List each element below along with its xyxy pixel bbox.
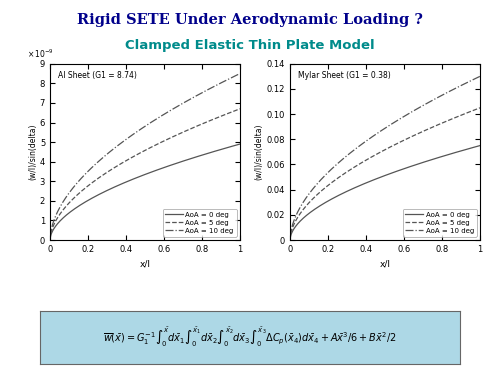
AoA = 0 deg <box>219 147 225 152</box>
AoA = 5 deg <box>47 238 53 242</box>
AoA = 10 deg <box>237 71 243 76</box>
Text: $\times\,10^{-9}$: $\times\,10^{-9}$ <box>27 48 54 60</box>
Line: AoA = 10 deg: AoA = 10 deg <box>50 74 240 240</box>
AoA = 10 deg <box>164 111 170 115</box>
AoA = 0 deg <box>288 234 294 238</box>
Y-axis label: (w/l)/sin(delta): (w/l)/sin(delta) <box>28 124 37 180</box>
X-axis label: x/l: x/l <box>380 260 390 268</box>
AoA = 5 deg <box>447 117 453 122</box>
AoA = 0 deg <box>447 152 453 156</box>
Line: AoA = 10 deg: AoA = 10 deg <box>290 76 480 240</box>
AoA = 5 deg <box>160 140 166 144</box>
AoA = 5 deg <box>400 138 406 143</box>
AoA = 10 deg <box>447 89 453 93</box>
AoA = 5 deg <box>404 137 409 141</box>
AoA = 0 deg <box>404 166 409 170</box>
AoA = 0 deg <box>400 167 406 171</box>
AoA = 0 deg <box>164 165 170 169</box>
X-axis label: x/l: x/l <box>140 260 150 268</box>
AoA = 0 deg <box>207 150 213 155</box>
AoA = 5 deg <box>219 114 225 118</box>
AoA = 0 deg <box>48 234 54 238</box>
AoA = 10 deg <box>48 231 54 235</box>
AoA = 5 deg <box>400 139 406 143</box>
AoA = 10 deg <box>477 74 483 79</box>
Text: Rigid SETE Under Aerodynamic Loading ?: Rigid SETE Under Aerodynamic Loading ? <box>77 13 423 27</box>
AoA = 10 deg <box>160 113 166 117</box>
AoA = 0 deg <box>160 166 166 170</box>
AoA = 5 deg <box>164 138 170 142</box>
AoA = 5 deg <box>287 238 293 242</box>
Text: Al Sheet (G1 = 8.74): Al Sheet (G1 = 8.74) <box>58 71 136 80</box>
AoA = 0 deg <box>237 142 243 146</box>
AoA = 10 deg <box>160 112 166 117</box>
AoA = 5 deg <box>160 139 166 144</box>
Legend: AoA = 0 deg, AoA = 5 deg, AoA = 10 deg: AoA = 0 deg, AoA = 5 deg, AoA = 10 deg <box>162 209 236 237</box>
AoA = 0 deg <box>459 148 465 153</box>
AoA = 5 deg <box>207 118 213 123</box>
AoA = 0 deg <box>400 167 406 171</box>
Line: AoA = 0 deg: AoA = 0 deg <box>290 146 480 240</box>
Line: AoA = 0 deg: AoA = 0 deg <box>50 144 240 240</box>
AoA = 10 deg <box>459 83 465 87</box>
Legend: AoA = 0 deg, AoA = 5 deg, AoA = 10 deg: AoA = 0 deg, AoA = 5 deg, AoA = 10 deg <box>402 209 476 237</box>
AoA = 5 deg <box>237 106 243 111</box>
AoA = 0 deg <box>477 143 483 148</box>
AoA = 0 deg <box>160 166 166 170</box>
Text: Clamped Elastic Thin Plate Model: Clamped Elastic Thin Plate Model <box>125 39 375 53</box>
AoA = 10 deg <box>400 115 406 120</box>
AoA = 10 deg <box>287 238 293 242</box>
Y-axis label: (w/l)/sin(delta): (w/l)/sin(delta) <box>255 124 264 180</box>
AoA = 0 deg <box>287 238 293 242</box>
Text: $\overline{w}(\bar{x}) = G_1^{-1}\int_0^{\bar{x}}d\bar{x}_1\int_0^{\bar{x}_1}d\b: $\overline{w}(\bar{x}) = G_1^{-1}\int_0^… <box>104 326 397 349</box>
AoA = 5 deg <box>459 112 465 117</box>
AoA = 10 deg <box>288 231 294 235</box>
AoA = 10 deg <box>207 86 213 91</box>
Line: AoA = 5 deg: AoA = 5 deg <box>290 108 480 240</box>
AoA = 5 deg <box>477 106 483 110</box>
AoA = 5 deg <box>288 232 294 237</box>
AoA = 10 deg <box>219 80 225 84</box>
AoA = 5 deg <box>48 232 54 237</box>
AoA = 0 deg <box>47 238 53 242</box>
Text: Mylar Sheet (G1 = 0.38): Mylar Sheet (G1 = 0.38) <box>298 71 390 80</box>
AoA = 10 deg <box>400 115 406 119</box>
AoA = 10 deg <box>47 238 53 242</box>
AoA = 10 deg <box>404 113 409 117</box>
Line: AoA = 5 deg: AoA = 5 deg <box>50 109 240 240</box>
